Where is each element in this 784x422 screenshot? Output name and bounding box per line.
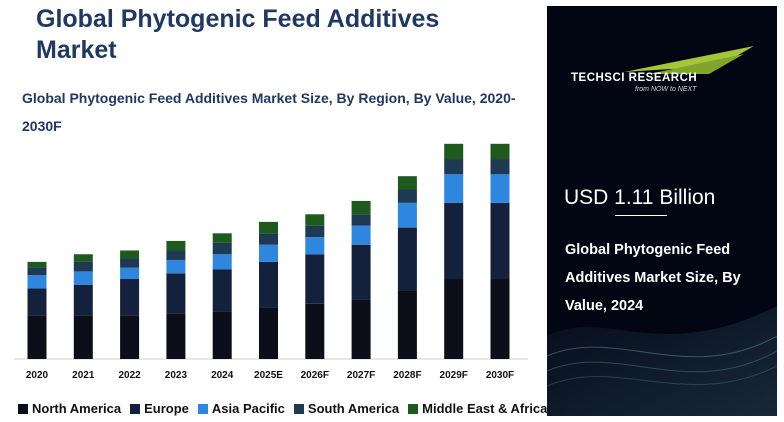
bar-north-america-2029f [444,279,464,359]
x-tick-label: 2022 [118,370,141,381]
bar-north-america-2022 [120,315,140,359]
bar-asia-pacific-2030f [490,174,510,203]
logo-wordmark: TECHSCI RESEARCH [571,72,698,84]
wave-background [547,306,777,416]
bar-south-america-2025e [259,233,278,245]
x-tick-label: 2026F [301,370,329,381]
bar-asia-pacific-2025e [259,244,278,262]
x-tick-label: 2020 [26,370,49,381]
bar-asia-pacific-2020 [27,275,47,289]
legend-swatch [293,403,304,414]
legend-item: Asia Pacific [197,401,285,416]
legend-item: Europe [130,401,189,416]
legend-label: Middle East & Africa [422,401,548,416]
legend-swatch [18,403,28,414]
legend-label: Asia Pacific [211,401,285,416]
bar-south-america-2030f [490,159,510,175]
bar-middle-east-africa-2020 [27,261,47,268]
bar-europe-2021 [73,284,93,316]
bar-north-america-2021 [73,315,93,359]
bar-europe-2023 [166,273,186,314]
bar-north-america-2024 [212,311,232,359]
bar-south-america-2020 [27,267,47,276]
bar-south-america-2028f [397,189,417,203]
bar-middle-east-africa-2026f [305,214,325,226]
bar-middle-east-africa-2028f [397,176,417,190]
bar-europe-2026f [305,254,325,304]
x-tick-label: 2028F [393,370,421,381]
bar-europe-2027f [351,244,371,300]
bar-asia-pacific-2023 [166,259,186,274]
bar-north-america-2026f [305,303,325,359]
bar-north-america-2027f [351,299,371,359]
x-tick-label: 2030F [486,370,514,381]
x-tick-label: 2023 [165,370,188,381]
x-tick-label: 2027F [347,370,375,381]
legend-label: Europe [144,401,189,416]
techsci-logo-icon [624,46,754,74]
x-tick-label: 2029F [440,370,468,381]
bar-south-america-2021 [73,261,93,272]
bar-middle-east-africa-2024 [212,233,232,243]
legend-swatch [130,403,141,414]
bar-asia-pacific-2021 [73,271,93,285]
x-tick-label: 2025E [254,370,283,381]
bar-europe-2030f [490,202,510,280]
bar-europe-2029f [444,202,464,280]
bar-north-america-2025e [259,307,278,359]
bar-middle-east-africa-2027f [351,200,371,215]
bar-asia-pacific-2027f [351,225,371,245]
bar-south-america-2027f [351,214,371,226]
legend-item: North America [18,401,121,416]
bar-europe-2025e [259,261,278,308]
bar-europe-2020 [27,288,47,316]
kpi-value: USD 1.11 Billion [564,186,716,209]
bar-south-america-2026f [305,225,325,238]
bar-south-america-2022 [120,258,140,268]
bar-south-america-2024 [212,242,232,255]
legend-swatch [408,403,419,414]
bar-middle-east-africa-2025e [259,221,278,234]
page-title: Global Phytogenic Feed Additives Market [36,5,440,64]
bar-asia-pacific-2022 [120,267,140,280]
bar-asia-pacific-2026f [305,237,325,255]
stacked-bar-chart: 2020 2021 2022 2023 2024 2025E 2026F 2027F 2028F… [14,143,528,381]
bar-asia-pacific-2024 [212,254,232,270]
kpi-divider [615,215,667,216]
legend-item: South America [293,401,400,416]
legend-label: North America [32,401,122,416]
bar-asia-pacific-2029f [444,174,464,203]
bar-middle-east-africa-2021 [73,254,93,262]
logo-tagline: from NOW to NEXT [635,86,697,93]
legend-label: South America [307,401,400,416]
bar-north-america-2020 [27,315,47,359]
bar-north-america-2028f [397,290,417,359]
bar-europe-2024 [212,269,232,312]
x-tick-label: 2021 [72,370,95,381]
kpi-description: Global Phytogenic Feed Additives Market … [565,242,741,314]
bar-middle-east-africa-2023 [166,240,186,251]
x-tick-label: 2024 [211,370,234,381]
bar-europe-2022 [120,279,140,316]
bar-north-america-2030f [490,279,510,359]
summary-panel: TECHSCI RESEARCH from NOW to NEXT USD 1.… [547,6,777,416]
bar-middle-east-africa-2030f [490,143,510,160]
bar-south-america-2029f [444,159,464,175]
chart-legend: North America Europe Asia Pacific South Ame… [18,401,558,416]
chart-subtitle: Global Phytogenic Feed Additives Market … [22,90,516,134]
bar-asia-pacific-2028f [397,202,417,228]
legend-item: Middle East & Africa [408,401,547,416]
bar-middle-east-africa-2022 [120,250,140,259]
bar-europe-2028f [397,227,417,291]
legend-swatch [197,403,208,414]
bar-middle-east-africa-2029f [444,143,464,160]
bar-north-america-2023 [166,313,186,359]
bar-south-america-2023 [166,250,186,260]
